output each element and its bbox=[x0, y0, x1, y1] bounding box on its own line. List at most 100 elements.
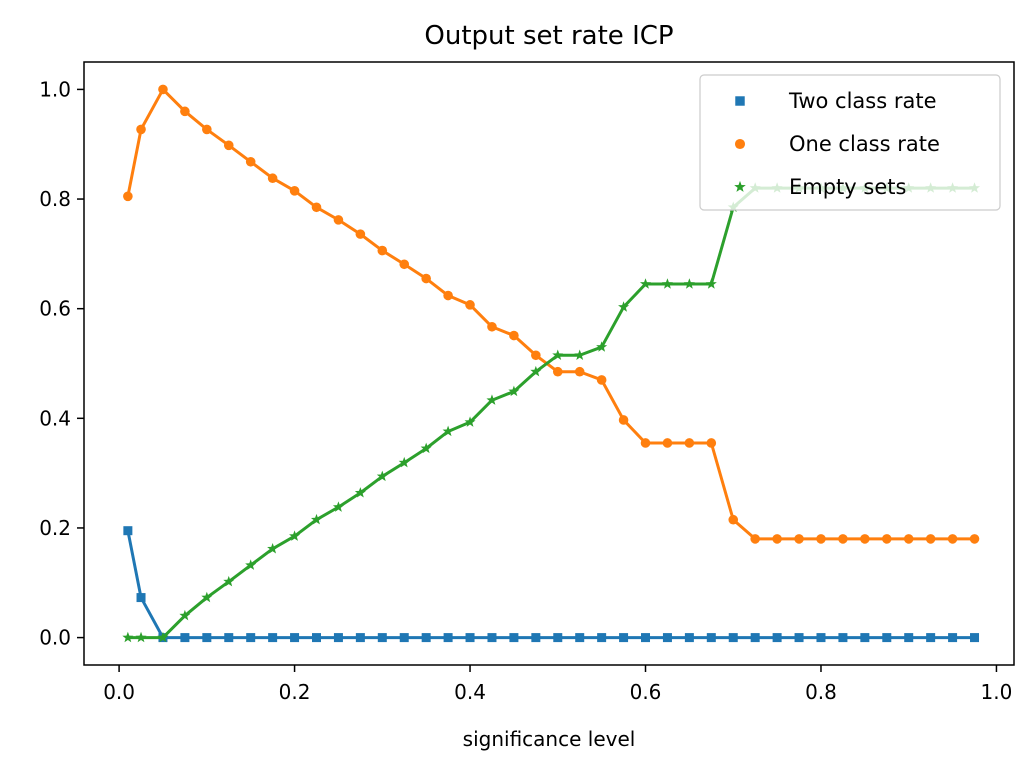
legend-label: One class rate bbox=[789, 132, 940, 156]
data-point bbox=[574, 349, 586, 360]
data-point bbox=[662, 633, 672, 643]
data-point bbox=[903, 534, 914, 544]
x-tick-label: 0.4 bbox=[454, 680, 486, 704]
data-point bbox=[750, 534, 760, 544]
legend-marker bbox=[734, 138, 746, 150]
x-axis-label: significance level bbox=[463, 727, 636, 751]
data-point bbox=[553, 633, 563, 643]
series-line bbox=[126, 530, 975, 640]
data-point bbox=[882, 633, 892, 643]
data-point bbox=[838, 534, 848, 544]
legend-marker bbox=[735, 96, 745, 106]
axes-frame bbox=[83, 61, 1015, 666]
data-point bbox=[464, 416, 476, 427]
data-point bbox=[289, 530, 301, 541]
data-point bbox=[683, 278, 695, 289]
data-point bbox=[794, 633, 804, 643]
legend-marker bbox=[734, 180, 746, 192]
data-point bbox=[640, 438, 651, 448]
data-point bbox=[135, 631, 147, 643]
data-point bbox=[684, 438, 695, 448]
legend-label: Empty sets bbox=[789, 175, 906, 199]
data-point bbox=[267, 173, 278, 184]
x-tick-label: 0.0 bbox=[103, 680, 135, 704]
data-point bbox=[333, 633, 343, 643]
data-point bbox=[574, 366, 585, 377]
data-point bbox=[860, 534, 870, 544]
data-point bbox=[399, 259, 410, 270]
data-point bbox=[816, 633, 826, 643]
data-point bbox=[180, 106, 190, 117]
data-point bbox=[245, 156, 256, 167]
data-point bbox=[618, 301, 630, 312]
data-point bbox=[508, 385, 520, 397]
data-point bbox=[355, 229, 366, 239]
data-point bbox=[926, 633, 936, 643]
x-tick-label: 0.2 bbox=[279, 680, 311, 704]
data-point bbox=[552, 349, 564, 360]
data-point bbox=[487, 321, 497, 332]
data-point bbox=[728, 514, 739, 525]
y-tick-label: 0.0 bbox=[39, 626, 71, 650]
x-tick-label: 0.8 bbox=[805, 680, 837, 704]
data-point bbox=[816, 534, 826, 544]
y-axis: 0.0 0.2 0.4 0.6 0.8 1.0 bbox=[39, 77, 84, 650]
data-point bbox=[157, 631, 169, 643]
data-point bbox=[399, 633, 409, 643]
data-point bbox=[312, 633, 321, 643]
data-point bbox=[377, 245, 388, 256]
data-point bbox=[310, 513, 323, 525]
data-point bbox=[684, 633, 694, 643]
legend: Two class rate One class rate Empty sets bbox=[699, 74, 1001, 211]
data-point bbox=[223, 140, 234, 151]
data-point bbox=[509, 330, 519, 341]
data-point bbox=[575, 633, 585, 643]
chart-title: Output set rate ICP bbox=[424, 21, 673, 51]
data-point bbox=[421, 273, 431, 284]
data-point bbox=[772, 633, 782, 643]
plot-area bbox=[122, 84, 981, 643]
data-point bbox=[618, 415, 629, 425]
data-point bbox=[531, 633, 541, 643]
data-point bbox=[354, 487, 366, 498]
data-point bbox=[925, 534, 936, 544]
data-point bbox=[860, 633, 870, 643]
y-tick-label: 0.6 bbox=[39, 297, 71, 321]
data-point bbox=[290, 633, 300, 643]
data-point bbox=[750, 633, 760, 643]
data-point bbox=[969, 534, 980, 544]
data-point bbox=[705, 278, 717, 289]
data-point bbox=[122, 631, 134, 643]
data-point bbox=[223, 575, 235, 587]
data-point bbox=[289, 186, 300, 196]
data-point bbox=[201, 591, 213, 603]
data-point bbox=[838, 633, 848, 643]
y-tick-label: 1.0 bbox=[39, 77, 71, 101]
data-point bbox=[179, 609, 191, 621]
data-point bbox=[639, 278, 652, 289]
data-point bbox=[662, 438, 673, 448]
data-point bbox=[465, 300, 475, 310]
data-point bbox=[443, 633, 453, 643]
data-point bbox=[509, 633, 519, 643]
data-point bbox=[486, 394, 498, 405]
legend-box bbox=[699, 74, 1001, 211]
data-point bbox=[706, 633, 716, 643]
data-point bbox=[904, 633, 914, 643]
data-point bbox=[246, 633, 256, 643]
data-point bbox=[202, 124, 212, 135]
data-point bbox=[487, 633, 497, 643]
data-point bbox=[970, 633, 980, 643]
data-point bbox=[794, 534, 804, 544]
y-tick-label: 0.4 bbox=[39, 406, 71, 430]
data-point bbox=[421, 633, 431, 643]
data-point bbox=[332, 501, 344, 512]
x-tick-label: 0.6 bbox=[630, 680, 662, 704]
data-point bbox=[947, 534, 958, 544]
data-point bbox=[333, 215, 344, 225]
data-point bbox=[661, 278, 673, 289]
legend-label: Two class rate bbox=[788, 89, 937, 113]
data-point bbox=[355, 633, 365, 643]
series-1 bbox=[123, 526, 980, 643]
